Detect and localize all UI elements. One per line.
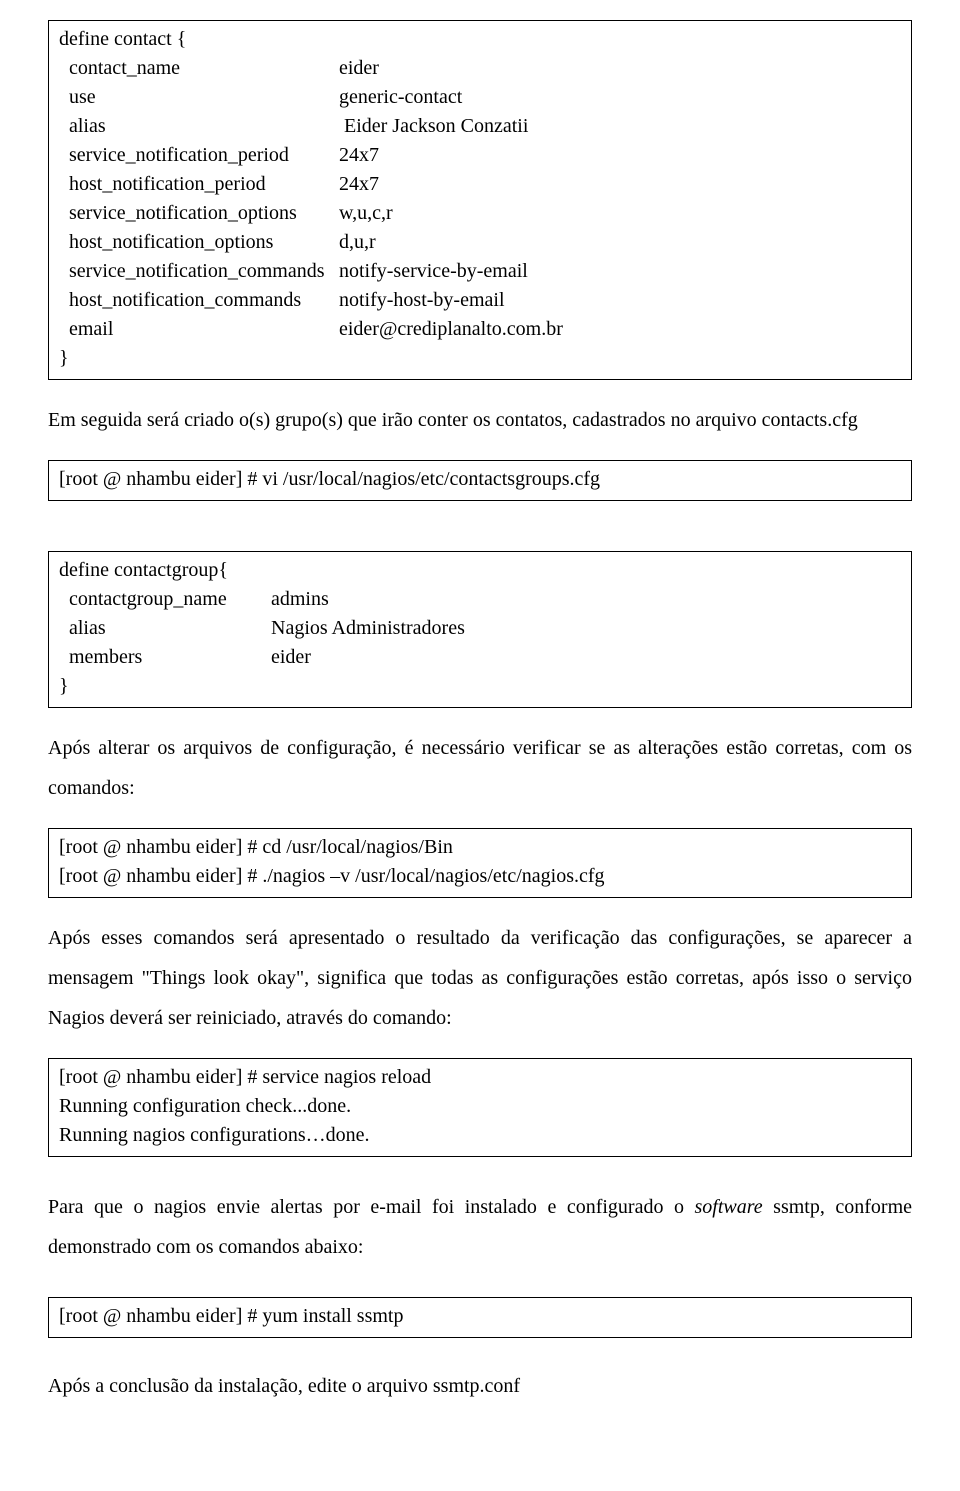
code-line: } — [59, 344, 901, 373]
page: define contact { contact_nameeider usege… — [0, 0, 960, 1446]
key: service_notification_period — [59, 141, 339, 170]
key: service_notification_commands — [59, 257, 339, 286]
code-line: Running nagios configurations…done. — [59, 1121, 901, 1150]
value: Eider Jackson Conzatii — [339, 115, 528, 137]
code-line: service_notification_period24x7 — [59, 141, 901, 170]
value: eider — [271, 646, 311, 668]
key: members — [59, 643, 271, 672]
spacer — [48, 1287, 912, 1297]
code-line: [root @ nhambu eider] # ./nagios –v /usr… — [59, 862, 901, 891]
code-line: emaileider@crediplanalto.com.br — [59, 315, 901, 344]
key: contact_name — [59, 54, 339, 83]
code-line: host_notification_optionsd,u,r — [59, 228, 901, 257]
value: eider@crediplanalto.com.br — [339, 318, 563, 340]
value: Nagios Administradores — [271, 617, 465, 639]
code-line: } — [59, 672, 901, 701]
code-box-cd-nagios: [root @ nhambu eider] # cd /usr/local/na… — [48, 828, 912, 898]
code-line: contact_nameeider — [59, 54, 901, 83]
value: notify-service-by-email — [339, 260, 528, 282]
text: Para que o nagios envie alertas por e-ma… — [48, 1196, 695, 1218]
code-line: host_notification_commandsnotify-host-by… — [59, 286, 901, 315]
value: 24x7 — [339, 144, 379, 166]
code-line: service_notification_optionsw,u,c,r — [59, 199, 901, 228]
code-line: alias Eider Jackson Conzatii — [59, 112, 901, 141]
key: email — [59, 315, 339, 344]
key: alias — [59, 112, 339, 141]
value: 24x7 — [339, 173, 379, 195]
key: alias — [59, 614, 271, 643]
spacer — [48, 521, 912, 551]
spacer — [48, 1177, 912, 1187]
key: contactgroup_name — [59, 585, 271, 614]
value: d,u,r — [339, 231, 376, 253]
paragraph-5: Após a conclusão da instalação, edite o … — [48, 1366, 912, 1406]
code-line: [root @ nhambu eider] # cd /usr/local/na… — [59, 833, 901, 862]
code-line: Running configuration check...done. — [59, 1092, 901, 1121]
value: notify-host-by-email — [339, 289, 505, 311]
code-box-vi-contactsgroups: [root @ nhambu eider] # vi /usr/local/na… — [48, 460, 912, 501]
code-line: memberseider — [59, 643, 901, 672]
code-line: usegeneric-contact — [59, 83, 901, 112]
italic-text: software — [695, 1196, 763, 1218]
value: eider — [339, 57, 379, 79]
code-box-yum-ssmtp: [root @ nhambu eider] # yum install ssmt… — [48, 1297, 912, 1338]
code-box-define-contact: define contact { contact_nameeider usege… — [48, 20, 912, 380]
value: generic-contact — [339, 86, 462, 108]
paragraph-3: Após esses comandos será apresentado o r… — [48, 918, 912, 1038]
spacer — [48, 1358, 912, 1366]
code-line: [root @ nhambu eider] # yum install ssmt… — [59, 1302, 901, 1331]
paragraph-1: Em seguida será criado o(s) grupo(s) que… — [48, 400, 912, 440]
code-box-service-reload: [root @ nhambu eider] # service nagios r… — [48, 1058, 912, 1157]
code-line: service_notification_commandsnotify-serv… — [59, 257, 901, 286]
paragraph-2: Após alterar os arquivos de configuração… — [48, 728, 912, 808]
key: host_notification_period — [59, 170, 339, 199]
code-box-define-contactgroup: define contactgroup{ contactgroup_namead… — [48, 551, 912, 708]
key: service_notification_options — [59, 199, 339, 228]
code-line: [root @ nhambu eider] # service nagios r… — [59, 1063, 901, 1092]
code-line: [root @ nhambu eider] # vi /usr/local/na… — [59, 465, 901, 494]
key: host_notification_commands — [59, 286, 339, 315]
paragraph-4: Para que o nagios envie alertas por e-ma… — [48, 1187, 912, 1267]
code-line: contactgroup_nameadmins — [59, 585, 901, 614]
code-line: host_notification_period24x7 — [59, 170, 901, 199]
value: admins — [271, 588, 329, 610]
code-line: define contactgroup{ — [59, 556, 901, 585]
key: use — [59, 83, 339, 112]
value: w,u,c,r — [339, 202, 393, 224]
code-line: define contact { — [59, 25, 901, 54]
code-line: aliasNagios Administradores — [59, 614, 901, 643]
key: host_notification_options — [59, 228, 339, 257]
